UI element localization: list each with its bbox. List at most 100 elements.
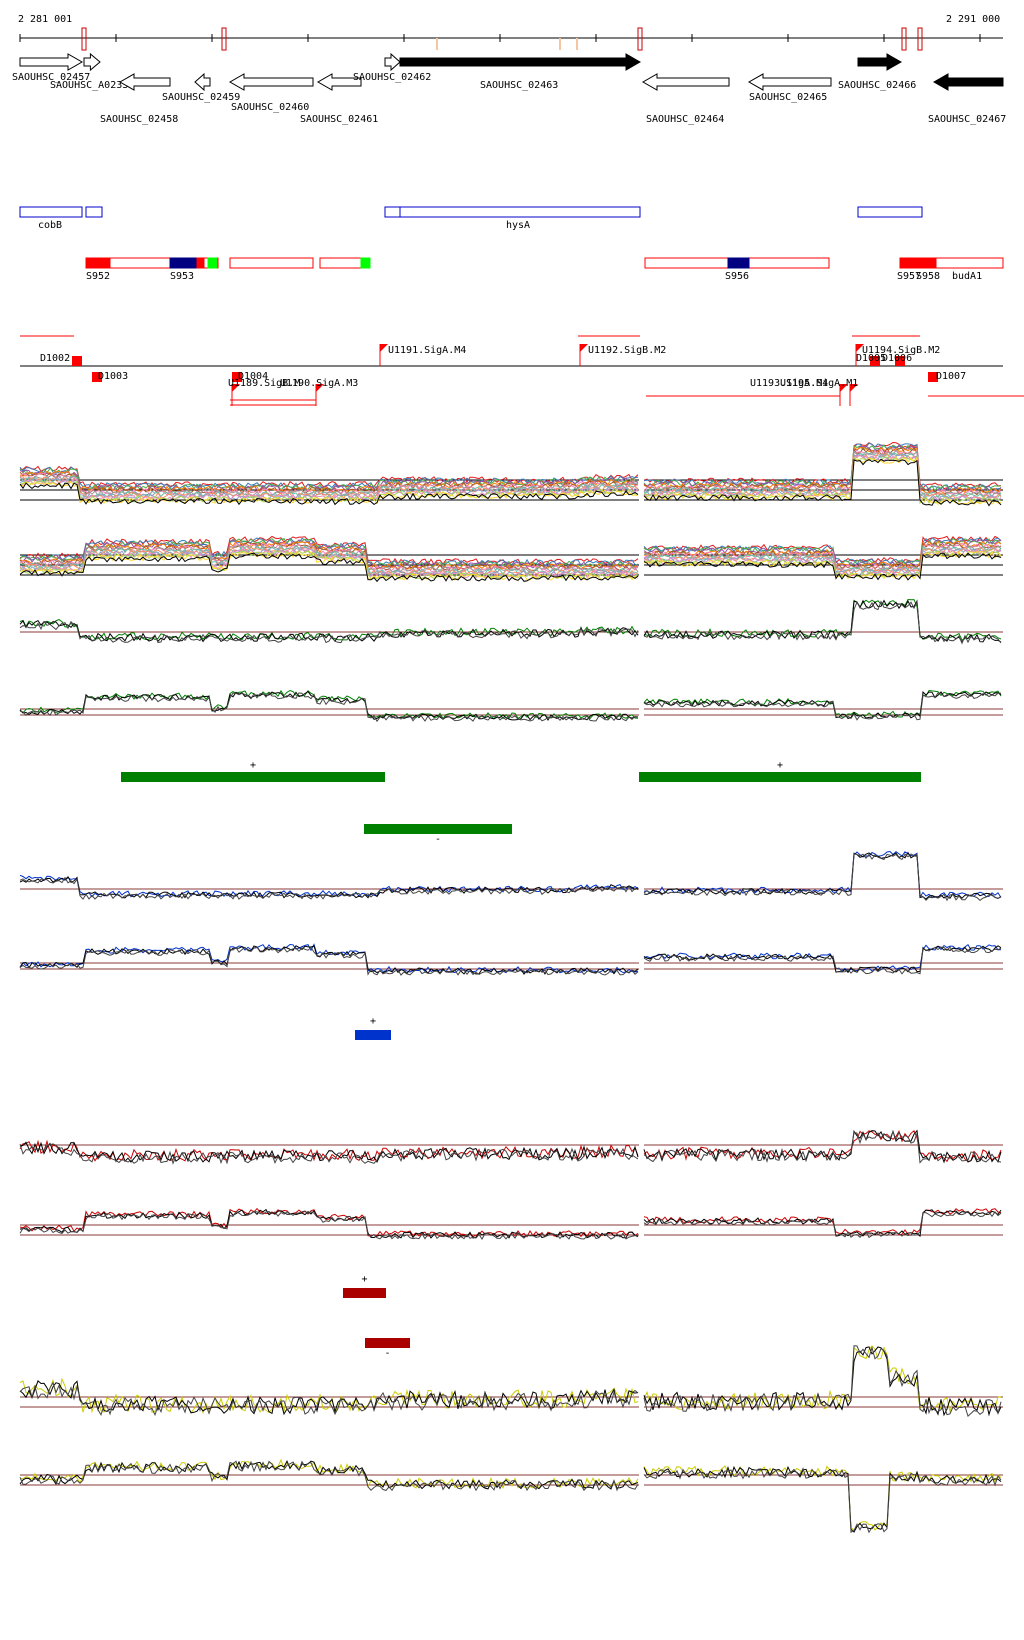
segment-strand-label: + <box>250 760 256 771</box>
ruler-mark <box>917 27 923 51</box>
expression-trace <box>19 1377 639 1415</box>
segment-strand-label: - <box>435 834 441 845</box>
ruler-mark <box>637 27 643 51</box>
expression-trace <box>19 619 639 643</box>
regulator-label: D1003 <box>98 371 128 382</box>
expression-trace <box>19 466 639 490</box>
ruler-mark <box>221 27 227 51</box>
regulator-track: D1002 D1003 D1004U1189.SigB.MU1190.SigA.M3… <box>20 335 1024 406</box>
coord-start: 2 281 001 <box>18 14 72 25</box>
expression-trace <box>643 1210 1002 1239</box>
expression-trace <box>19 946 639 976</box>
ruler-mark <box>81 27 87 51</box>
segment-strand-label: + <box>777 760 783 771</box>
expression-trace <box>643 535 1002 565</box>
gene-label: SAOUHSC_02466 <box>838 80 916 91</box>
expression-trace <box>643 541 1002 570</box>
expression-trace <box>19 552 639 583</box>
expression-trace <box>19 1143 639 1165</box>
expression-trace <box>20 480 639 505</box>
operon-label: hysA <box>506 220 530 231</box>
segment-bar <box>121 772 385 782</box>
gene-label: SAOUHSC_02457 <box>12 72 90 83</box>
regulator-label: U1194.SigB.M2 <box>862 345 940 356</box>
segment-bar <box>365 1338 410 1348</box>
feature-fill <box>360 257 371 269</box>
expression-trace <box>19 1460 639 1490</box>
regulator-label: U1195.SigA.M1 <box>780 378 858 389</box>
expression-trace <box>643 456 1002 505</box>
expression-trace <box>643 946 1002 975</box>
expression-trace <box>643 1465 1002 1533</box>
expression-trace <box>19 482 639 506</box>
segment-strand-label: + <box>362 1274 368 1285</box>
regulator-box <box>72 356 82 366</box>
regulator-box <box>92 372 102 382</box>
regulator-label: D1002 <box>40 353 70 364</box>
expression-trace <box>643 1130 1002 1164</box>
feature-fill <box>85 257 111 269</box>
expression-trace <box>19 546 639 577</box>
coordinate-ruler: 2 281 001 2 291 000 <box>18 14 1003 51</box>
segment-track: + + - + + - <box>121 760 921 1359</box>
segment-bar <box>364 824 512 834</box>
expression-trace <box>19 692 639 723</box>
expression-trace <box>19 620 639 644</box>
gene-arrow <box>384 52 401 72</box>
expression-trace <box>643 945 1002 974</box>
gene-arrow <box>194 72 211 92</box>
gene-arrow <box>118 73 171 91</box>
expression-trace <box>19 875 639 899</box>
regulator-flag <box>850 384 858 392</box>
gene-label: SAOUHSC_02461 <box>300 114 378 125</box>
expression-trace <box>643 850 1002 899</box>
segment-bar <box>343 1288 386 1298</box>
gene-label: SAOUHSC_02463 <box>480 80 558 91</box>
regulator-box <box>232 372 242 382</box>
expression-trace <box>643 452 1002 500</box>
feature-fill <box>169 257 197 269</box>
expression-trace <box>19 1207 639 1238</box>
expression-trace <box>643 1129 1002 1164</box>
gene-label: SAOUHSC_02467 <box>928 114 1006 125</box>
gene-arrow <box>932 73 1004 91</box>
expression-trace <box>19 690 639 721</box>
expression-trace <box>19 1381 639 1417</box>
feature-fill <box>195 257 205 269</box>
expression-trace <box>643 441 1002 490</box>
expression-trace <box>643 1209 1002 1238</box>
regulator-label: D1006 <box>882 353 912 364</box>
gene-label: SAOUHSC_02459 <box>162 92 240 103</box>
expression-trace <box>643 453 1002 502</box>
expression-trace <box>643 853 1002 902</box>
coord-end: 2 291 000 <box>946 14 1000 25</box>
expression-trace <box>643 1346 1002 1417</box>
operon-label: cobB <box>38 220 62 231</box>
expression-trace <box>643 442 1002 491</box>
expression-trace <box>643 600 1002 645</box>
expression-trace <box>643 545 1002 574</box>
expression-trace <box>643 451 1002 499</box>
regulator-label: U1192.SigB.M2 <box>588 345 666 356</box>
feature-label: S952 <box>86 271 110 282</box>
segment-strand-label: - <box>385 1348 391 1359</box>
operon-box <box>85 206 103 218</box>
feature-fill <box>727 257 750 269</box>
gene-arrow <box>641 73 730 91</box>
regulator-label: U1193.SigA.M4 <box>750 378 828 389</box>
feature-label: S957 <box>897 271 921 282</box>
feature-box <box>229 257 314 269</box>
regulator-flag <box>380 344 388 352</box>
expression-trace <box>643 458 1002 507</box>
expression-trace <box>19 467 639 491</box>
gene-label: SAOUHSC_02464 <box>646 114 724 125</box>
expression-trace <box>643 851 1002 900</box>
expression-trace <box>19 1460 639 1492</box>
gene-arrow <box>399 53 642 71</box>
expression-trace <box>643 1345 1002 1414</box>
gene-label: SAOUHSC_02462 <box>353 72 431 83</box>
expression-trace <box>643 1345 1002 1417</box>
